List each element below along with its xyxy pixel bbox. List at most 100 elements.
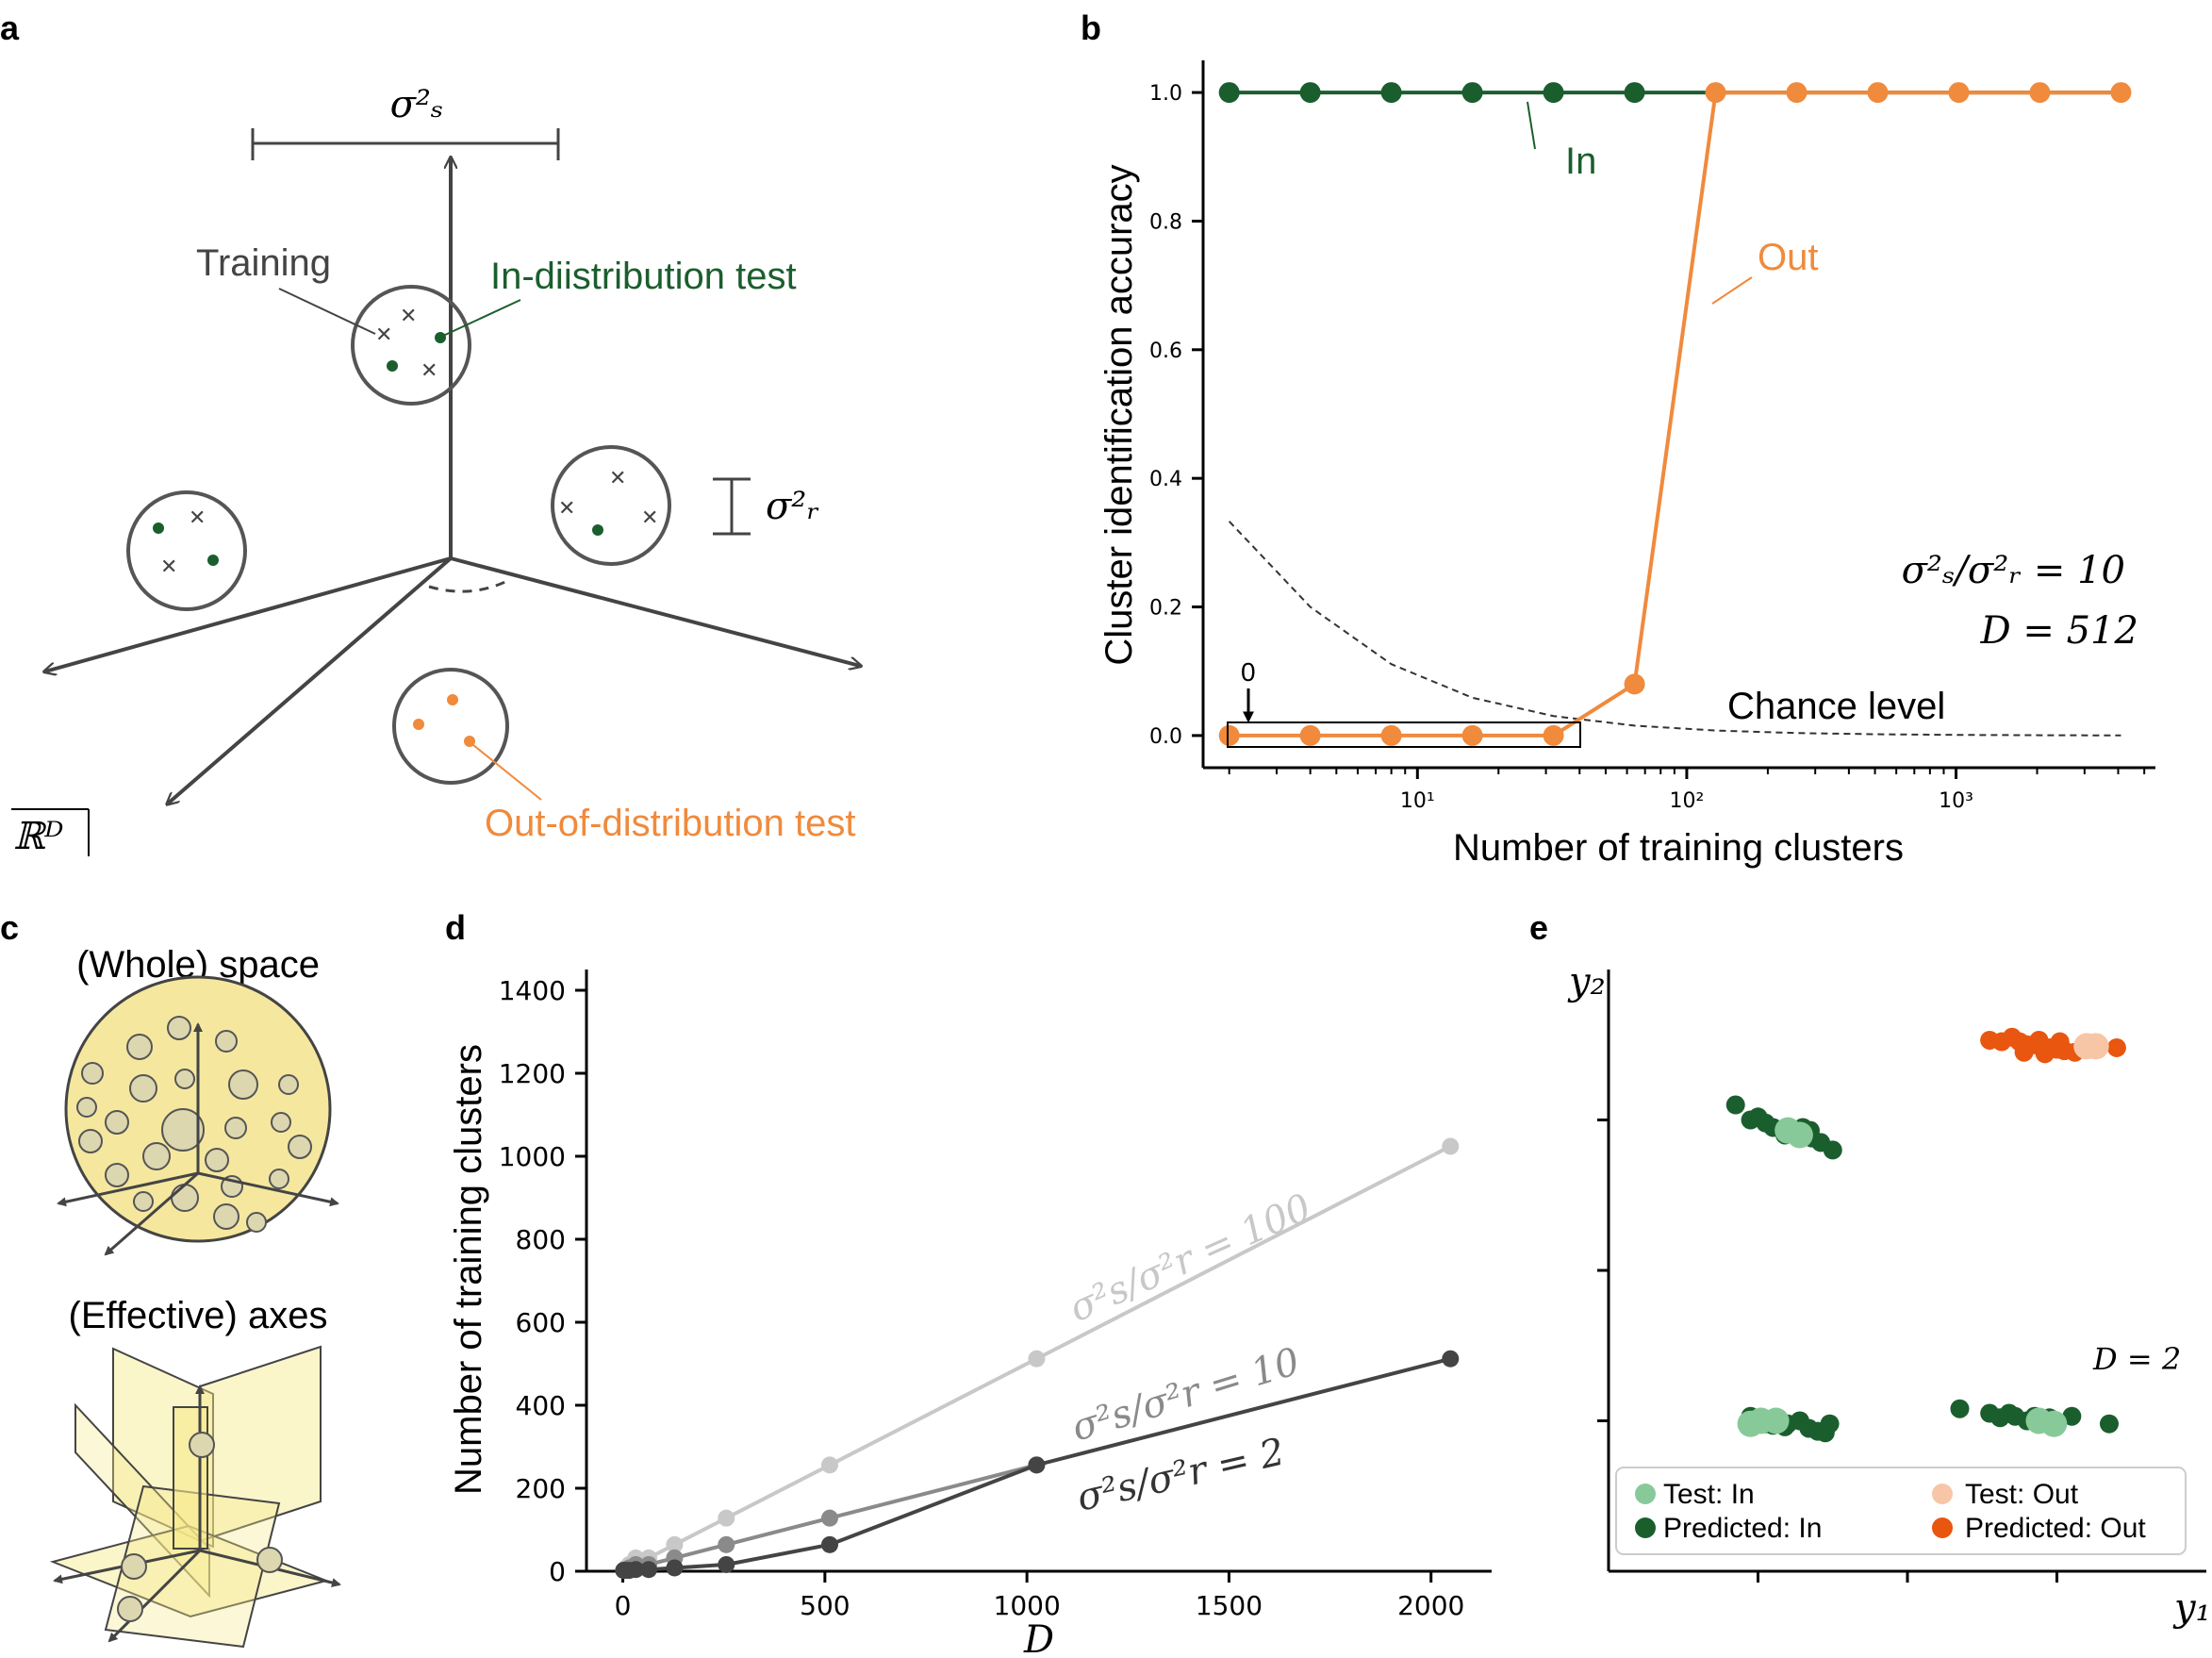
space-bubble: [105, 1163, 129, 1187]
chart-b-dim: D = 512: [1980, 609, 2138, 653]
chart-b-ratio: σ²ₛ/σ²ᵣ = 10: [1902, 549, 2125, 592]
chart-e-ylabel: y₂: [1567, 960, 1606, 1003]
chart-d-ytick-label: 0: [549, 1556, 566, 1587]
out-point: [1624, 673, 1645, 695]
out-point: [1461, 724, 1483, 746]
space-bubble: [129, 1074, 157, 1103]
train-x: ✕: [400, 305, 417, 328]
whole-axis-right: [197, 1171, 339, 1207]
series-ratio-2-point: [627, 1561, 645, 1579]
train-x: ✕: [160, 555, 177, 579]
training-label: Training: [196, 242, 331, 284]
train-x: ✕: [641, 506, 658, 530]
pred-out-point: [2050, 1032, 2070, 1052]
chart-b-ytick-label: 0.0: [1149, 725, 1182, 749]
space-bubble: [224, 1117, 247, 1139]
test-out-point: [2082, 1033, 2109, 1060]
chart-b-chance-label: Chance level: [1727, 686, 1945, 727]
legend-test-in: Test: In: [1663, 1479, 1755, 1510]
out-test-label: Out-of-distribution test: [485, 803, 856, 844]
panel-label-d: d: [445, 908, 466, 947]
chart-d-ytick-label: 200: [516, 1473, 566, 1504]
train-x: ✕: [421, 359, 437, 383]
panel-c: c (Whole) space (Effective) axes: [0, 908, 341, 1649]
cluster-left: [126, 490, 247, 611]
legend-pred-in: Predicted: In: [1663, 1513, 1822, 1544]
space-bubble: [269, 1169, 289, 1189]
series-ratio-100-point: [821, 1456, 838, 1474]
chart-d-xtick-label: 2000: [1397, 1590, 1464, 1621]
chart-b-ytick-label: 0.6: [1149, 340, 1182, 363]
space-bubble: [205, 1148, 229, 1172]
space-bubble: [133, 1191, 154, 1212]
legend-swatch-test-out: [1932, 1484, 1953, 1504]
in-test-dot: [153, 522, 164, 534]
legend-swatch-pred-out: [1932, 1517, 1953, 1538]
chart-b-ytick-label: 0.2: [1149, 597, 1182, 621]
series-ratio-2-point: [666, 1559, 684, 1577]
space-bubble: [78, 1129, 103, 1153]
out-test-dot: [447, 694, 458, 705]
chart-d-xtick-label: 1500: [1196, 1590, 1263, 1621]
whole-space-bubbles: [76, 1016, 312, 1233]
chart-d-xtick-label: 0: [615, 1590, 632, 1621]
in-point: [1218, 82, 1240, 104]
pred-in-point: [1823, 1140, 1842, 1160]
panel-e: e y₂ y₁ D = 2 Test: In Predicted: In Tes…: [1529, 908, 2211, 1630]
series-ratio-100-point: [1028, 1350, 1046, 1368]
in-point: [1624, 82, 1645, 104]
chart-e-marks: [1725, 1027, 2126, 1443]
space-bubble: [76, 1097, 97, 1118]
out-point: [1948, 82, 1970, 104]
space-bubble: [126, 1034, 153, 1060]
chart-b-zero-box: [1227, 721, 1581, 748]
train-x: ✕: [609, 467, 626, 490]
chart-b-xtick-label: 10³: [1939, 789, 1973, 813]
space-bubble: [246, 1212, 267, 1233]
in-test-dot: [207, 555, 219, 566]
chart-b-out-label: Out: [1758, 237, 1818, 278]
cluster-out: [392, 668, 509, 785]
chart-b-in-callout: [1527, 101, 1536, 150]
chart-b-xtick-label: 10²: [1670, 789, 1705, 813]
space-bubble: [213, 1203, 239, 1230]
chart-b-xtick-label: 10¹: [1400, 789, 1435, 813]
chart-d-ytick-label: 1400: [499, 975, 566, 1006]
chart-d-ytick-label: 400: [516, 1390, 566, 1421]
panel-a: a σ²ₛ ✕ ✕ ✕ ✕ ✕ ✕ ✕ ✕ σ²ᵣ: [0, 8, 860, 858]
out-point: [1218, 724, 1240, 746]
chart-d-label-100: σ²s/σ²r = 100: [1063, 1185, 1317, 1331]
chart-d-ytick-label: 800: [516, 1224, 566, 1255]
test-in-point: [1786, 1121, 1813, 1149]
effective-axes-label: (Effective) axes: [69, 1295, 328, 1336]
train-x: ✕: [189, 506, 206, 530]
chart-e-ticks: [1597, 1119, 2058, 1583]
chart-b-marks: [1218, 82, 2132, 746]
in-point: [1461, 82, 1483, 104]
panel-label-e: e: [1529, 908, 1548, 947]
axis-right: [450, 556, 860, 666]
space-bubble: [81, 1062, 104, 1085]
series-ratio-2-point: [1442, 1350, 1460, 1368]
in-point: [1380, 82, 1402, 104]
out-test-callout: [472, 744, 542, 801]
chart-b-out-callout: [1711, 276, 1753, 305]
pred-in-point: [1950, 1399, 1970, 1418]
out-test-dot: [413, 719, 424, 730]
chart-d-ytick-label: 1200: [499, 1058, 566, 1089]
training-callout: [278, 288, 376, 335]
axis-left: [45, 556, 452, 671]
space-bubble: [105, 1110, 129, 1135]
chart-b-xlabel: Number of training clusters: [1453, 827, 1904, 869]
series-ratio-2-point: [718, 1555, 735, 1573]
out-point: [1299, 724, 1321, 746]
chart-d-xtick-label: 1000: [994, 1590, 1061, 1621]
axis-front: [168, 556, 453, 804]
in-test-dot: [435, 332, 446, 343]
out-test-dot: [464, 736, 475, 747]
pred-in-point: [1999, 1403, 2019, 1423]
series-ratio-2-point: [640, 1561, 657, 1579]
space-bubble: [171, 1184, 199, 1212]
sigma-r-label: σ²ᵣ: [766, 485, 819, 528]
pred-in-point: [1748, 1107, 1768, 1127]
